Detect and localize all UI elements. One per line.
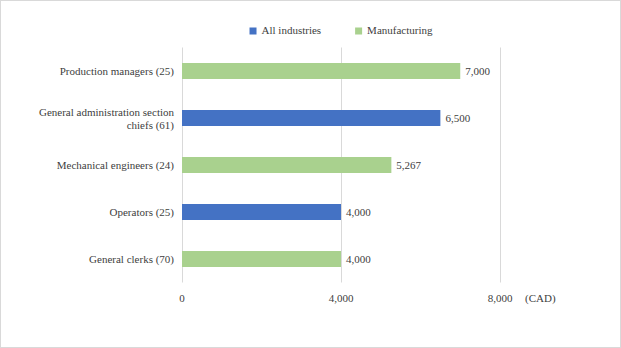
data-label: 4,000 [346, 253, 371, 265]
tick-label: 8,000 [488, 292, 513, 304]
grid-line [500, 48, 501, 283]
bar [182, 251, 341, 267]
grid [183, 48, 501, 283]
legend-label: All industries [262, 24, 322, 36]
chart: 0 4,000 8,000 (CAD) Production managers (25)… [0, 0, 621, 348]
category-label: General administration sectionchiefs (61… [39, 106, 175, 132]
category-label: General clerks (70) [89, 253, 174, 266]
category-label: Mechanical engineers (24) [57, 159, 175, 172]
legend-swatch [250, 28, 257, 35]
legend: All industries Manufacturing [250, 24, 433, 36]
category-label: Production managers (25) [60, 65, 175, 78]
tick-label: 0 [179, 292, 185, 304]
data-label: 4,000 [346, 206, 371, 218]
legend-label: Manufacturing [367, 24, 433, 36]
data-label: 6,500 [445, 112, 470, 124]
data-label: 5,267 [396, 159, 421, 171]
bar [182, 63, 460, 79]
bar [182, 110, 440, 126]
category-label: Operators (25) [110, 206, 175, 219]
legend-swatch [355, 28, 362, 35]
tick-label: 4,000 [329, 292, 354, 304]
bar [182, 157, 391, 173]
bar [182, 204, 341, 220]
axis-label: (CAD) [525, 292, 556, 305]
chart-border [1, 1, 621, 348]
bars [182, 63, 460, 267]
data-label: 7,000 [465, 65, 490, 77]
